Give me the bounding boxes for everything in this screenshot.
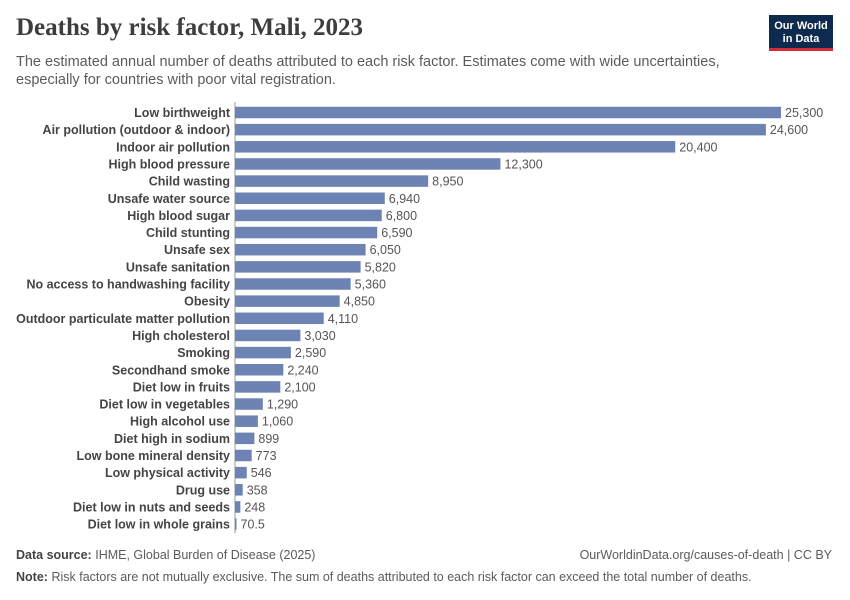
category-label: Low physical activity [105,466,230,480]
value-label: 25,300 [785,106,823,120]
logo-line-2: in Data [782,33,820,45]
value-label: 6,940 [389,192,420,206]
logo-line-1: Our World [774,20,828,32]
category-label: Secondhand smoke [112,363,230,377]
category-label: Outdoor particulate matter pollution [16,312,230,326]
category-label: High blood pressure [108,157,230,171]
value-label: 20,400 [679,140,717,154]
value-label: 773 [256,449,277,463]
category-label: High blood sugar [127,209,230,223]
data-source-label: Data source: [16,548,92,562]
value-label: 899 [258,432,279,446]
bar[interactable] [235,123,766,136]
category-label: Diet low in whole grains [88,518,230,532]
value-label: 3,030 [304,329,335,343]
value-label: 6,050 [370,243,401,257]
category-label: Child stunting [146,226,230,240]
category-label: Obesity [184,295,230,309]
bar[interactable] [235,466,247,479]
category-label: Indoor air pollution [116,140,230,154]
data-source-link[interactable]: IHME, Global Burden of Disease (2025) [95,548,316,562]
value-label: 2,240 [287,363,318,377]
bar[interactable] [235,261,361,273]
source-url[interactable]: OurWorldinData.org/causes-of-death | CC … [579,548,832,562]
chart-subtitle: The estimated annual number of deaths at… [16,54,720,88]
value-label: 358 [247,483,268,497]
category-label: Low bone mineral density [77,449,231,463]
category-label: Diet high in sodium [114,432,230,446]
value-label: 24,600 [770,123,808,137]
category-label: Unsafe sex [164,243,230,257]
note-label: Note: [16,570,48,584]
bar[interactable] [235,209,382,222]
value-label: 4,110 [328,312,358,326]
category-label: Smoking [177,346,230,360]
value-label: 5,820 [365,260,396,274]
bar[interactable] [235,192,385,205]
value-label: 4,850 [344,295,375,309]
data-source: Data source: IHME, Global Burden of Dise… [16,548,315,562]
bar[interactable] [235,415,258,427]
category-label: Drug use [176,483,230,497]
value-label: 2,100 [284,380,315,394]
category-label: Diet low in vegetables [99,398,230,412]
chart-title: Deaths by risk factor, Mali, 2023 [16,14,363,41]
bar[interactable] [235,243,366,256]
category-label: Low birthweight [134,106,231,120]
value-label: 248 [244,500,265,514]
category-label: High alcohol use [130,415,230,429]
category-label: Diet low in nuts and seeds [73,500,230,514]
chart-note: Note: Risk factors are not mutually excl… [16,570,752,584]
bar[interactable] [235,312,324,325]
value-label: 12,300 [504,157,542,171]
bar[interactable] [235,278,351,290]
bar[interactable] [235,484,243,496]
category-label: Unsafe water source [108,192,230,206]
bar[interactable] [235,141,676,153]
bar[interactable] [235,449,252,462]
value-label: 5,360 [355,278,386,292]
category-label: Diet low in fruits [133,380,230,394]
bar[interactable] [235,295,340,307]
value-label: 6,800 [386,209,417,223]
bar[interactable] [235,329,301,342]
bar[interactable] [235,398,263,410]
category-label: Child wasting [149,175,230,189]
value-label: 6,590 [381,226,412,240]
bar[interactable] [235,381,281,393]
bar[interactable] [235,175,429,187]
bar[interactable] [235,346,291,359]
bar[interactable] [235,432,255,445]
value-label: 1,290 [267,398,298,412]
bar[interactable] [235,364,284,376]
bar[interactable] [235,106,781,119]
category-label: Unsafe sanitation [126,260,230,274]
bar[interactable] [235,158,501,170]
value-label: 70.5 [241,518,265,532]
note-text: Risk factors are not mutually exclusive.… [51,570,752,584]
value-label: 546 [251,466,272,480]
bar-chart: Low birthweight 25,300 Air pollution (outd… [16,102,823,534]
value-label: 2,590 [295,346,326,360]
bar[interactable] [235,518,237,530]
category-label: Air pollution (outdoor & indoor) [43,123,230,137]
value-label: 8,950 [432,175,463,189]
bar[interactable] [235,501,241,513]
category-label: High cholesterol [132,329,230,343]
value-label: 1,060 [262,415,293,429]
owid-logo[interactable]: Our World in Data [769,15,833,51]
category-label: No access to handwashing facility [26,278,230,292]
bar[interactable] [235,226,378,239]
